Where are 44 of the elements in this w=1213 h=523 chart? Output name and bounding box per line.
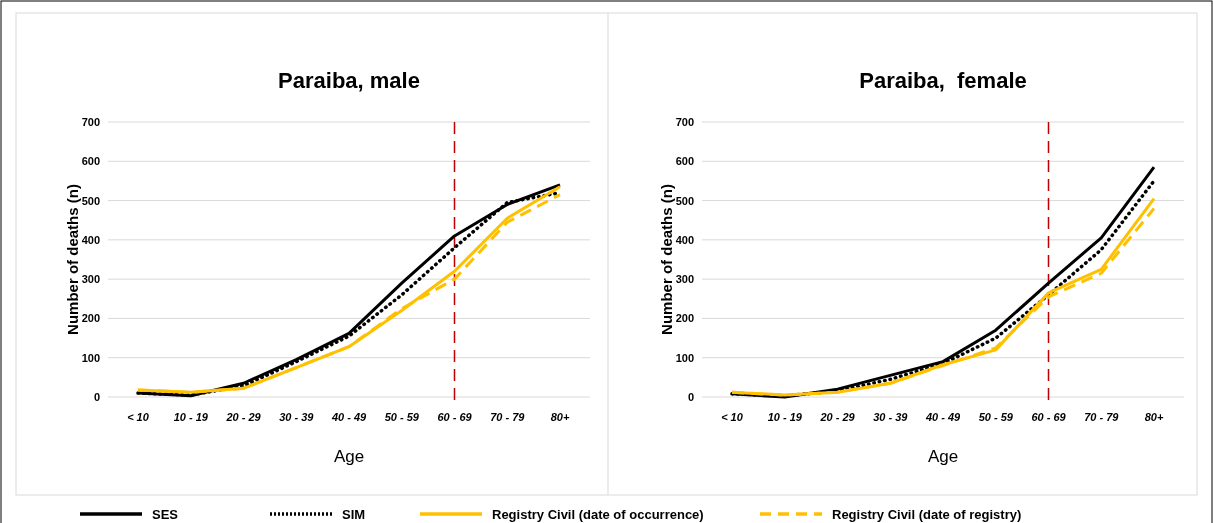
y-tick-label: 400 xyxy=(81,233,100,246)
legend-label: Registry Civil (date of registry) xyxy=(832,507,1022,522)
x-tick-label: < 10 xyxy=(721,411,744,423)
y-tick-label: 100 xyxy=(81,351,100,364)
x-tick-label: 30 - 39 xyxy=(279,411,315,423)
y-tick-label: 600 xyxy=(81,155,100,168)
x-tick-label: 50 - 59 xyxy=(978,411,1014,423)
y-tick-label: 100 xyxy=(675,351,694,364)
y-tick-label: 500 xyxy=(675,194,694,207)
chart-title: Paraiba, female xyxy=(859,68,1027,93)
y-axis-title: Number of deaths (n) xyxy=(64,184,81,335)
y-tick-label: 400 xyxy=(675,233,694,246)
y-tick-label: 300 xyxy=(675,273,694,286)
chart-title: Paraiba, male xyxy=(278,68,420,93)
x-tick-label: 60 - 69 xyxy=(437,411,473,423)
x-tick-label: 30 - 39 xyxy=(873,411,909,423)
x-axis-title: Age xyxy=(333,447,365,466)
y-tick-label: 0 xyxy=(93,391,100,403)
x-tick-label: 80+ xyxy=(550,411,570,423)
x-tick-label: 20 - 29 xyxy=(819,411,856,423)
x-tick-label: 60 - 69 xyxy=(1031,411,1067,423)
y-tick-label: 200 xyxy=(81,312,100,325)
x-tick-label: < 10 xyxy=(127,411,150,423)
x-tick-label: 40 - 49 xyxy=(924,411,961,423)
legend-label: SES xyxy=(152,507,179,522)
x-tick-label: 10 - 19 xyxy=(173,411,209,423)
y-tick-label: 500 xyxy=(81,194,100,207)
y-tick-label: 600 xyxy=(675,155,694,168)
x-tick-label: 80+ xyxy=(1144,411,1164,423)
x-tick-label: 10 - 19 xyxy=(767,411,803,423)
y-tick-label: 200 xyxy=(675,312,694,325)
legend-label: Registry Civil (date of occurrence) xyxy=(492,507,704,522)
y-tick-label: 300 xyxy=(81,273,100,286)
legend-label: SIM xyxy=(342,507,366,522)
y-axis-title: Number of deaths (n) xyxy=(658,184,675,335)
x-tick-label: 40 - 49 xyxy=(330,411,367,423)
x-tick-label: 70 - 79 xyxy=(490,411,526,423)
x-tick-label: 70 - 79 xyxy=(1084,411,1120,423)
y-tick-label: 700 xyxy=(81,116,100,128)
x-axis-title: Age xyxy=(927,447,959,466)
y-tick-label: 700 xyxy=(675,116,694,128)
y-tick-label: 0 xyxy=(687,391,694,403)
x-tick-label: 20 - 29 xyxy=(225,411,262,423)
x-tick-label: 50 - 59 xyxy=(384,411,420,423)
